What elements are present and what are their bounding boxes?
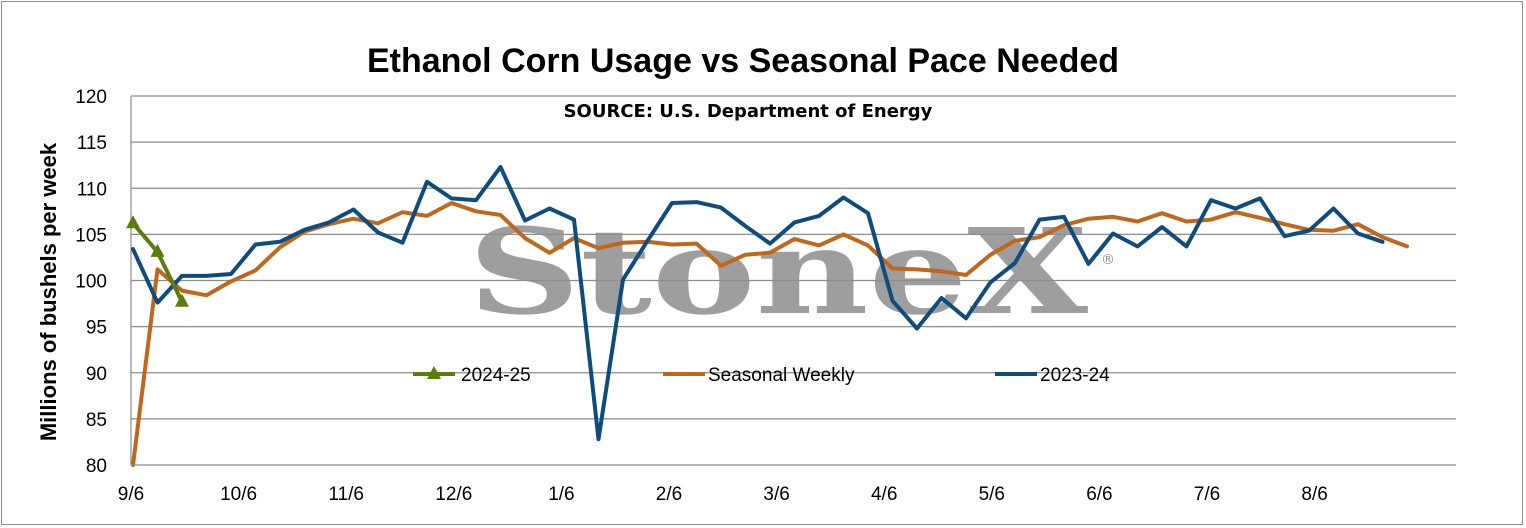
x-tick-label: 9/6 [118,484,144,505]
y-axis-label: Millions of bushels per week [36,142,61,441]
y-tick-label: 115 [77,133,107,154]
x-tick-label: 6/6 [1086,484,1112,505]
x-tick-label: 10/6 [220,484,257,505]
chart-subtitle: SOURCE: U.S. Department of Energy [564,101,933,122]
series-layer [126,165,1409,467]
series-point [175,293,189,307]
x-tick-label: 8/6 [1301,484,1327,505]
y-tick-label: 105 [75,225,107,246]
legend: 2024-25 Seasonal Weekly 2023-24 [413,365,1110,386]
legend-marker [427,366,441,379]
series-point [150,243,165,257]
y-tick-label: 100 [75,272,107,293]
y-axis-ticks: 80 85 90 95 100 105 110 115 120 [75,87,107,477]
y-tick-label: 90 [86,364,107,385]
series-line-2023-24 [131,165,1385,442]
watermark-text: StoneX [468,202,1089,341]
y-tick-label: 80 [86,456,107,477]
y-tick-label: 110 [77,179,107,200]
series-line-seasonal-weekly [131,201,1409,467]
x-tick-label: 12/6 [435,484,472,505]
x-tick-label: 3/6 [763,484,789,505]
x-tick-label: 4/6 [871,484,897,505]
y-tick-label: 85 [86,410,107,431]
legend-label: Seasonal Weekly [708,365,855,386]
y-tick-label: 120 [75,87,107,108]
x-axis-ticks: 9/6 10/6 11/6 12/6 1/6 2/6 3/6 4/6 5/6 6/6 7/6 8/6 [118,484,1328,505]
gridlines [130,95,1456,465]
x-tick-label: 1/6 [548,484,574,505]
x-tick-label: 7/6 [1194,484,1220,505]
legend-label: 2023-24 [1040,365,1110,386]
x-tick-label: 11/6 [328,484,364,505]
x-tick-label: 2/6 [656,484,682,505]
legend-label: 2024-25 [461,365,531,386]
registered-mark: ® [1101,252,1115,268]
watermark: StoneX ® [468,202,1115,341]
y-tick-label: 95 [86,318,107,339]
x-tick-label: 5/6 [979,484,1005,505]
series-point [126,215,140,229]
chart-title: Ethanol Corn Usage vs Seasonal Pace Need… [367,42,1119,80]
